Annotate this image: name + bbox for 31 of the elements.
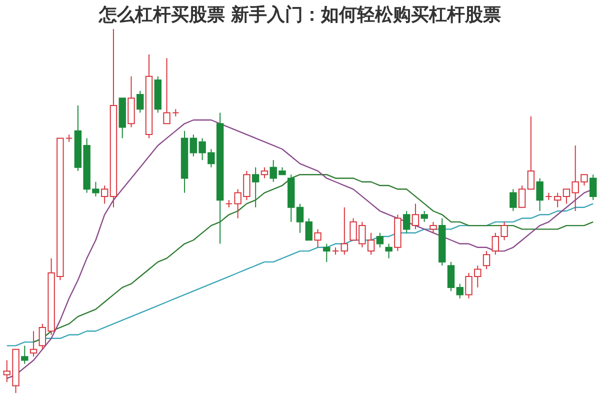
candlestick: [296, 203, 304, 234]
candlestick: [376, 232, 384, 248]
candlestick: [510, 188, 517, 212]
chart-title: 怎么杠杆买股票 新手入门：如何轻松购买杠杆股票: [98, 4, 502, 26]
candlestick: [21, 345, 28, 364]
candlestick: [590, 174, 597, 201]
candlestick: [252, 166, 260, 208]
candlestick: [527, 116, 535, 190]
candlestick: [260, 166, 268, 179]
candlestick: [518, 185, 526, 208]
candlestick: [323, 243, 330, 262]
candlestick: [482, 250, 490, 270]
candlestick: [554, 192, 562, 208]
candlestick: [412, 203, 420, 230]
candlestick: [447, 261, 455, 292]
candlestick: [420, 210, 428, 222]
candlestick: [402, 210, 410, 234]
candlestick: [536, 178, 544, 212]
candlestick: [456, 283, 464, 299]
candlestick: [136, 90, 144, 114]
candlestick: [100, 185, 108, 204]
candlestick: [305, 218, 312, 241]
candlestick: [385, 243, 392, 259]
candlestick: [30, 330, 38, 358]
candlestick: [430, 221, 437, 234]
candlestick: [65, 134, 73, 142]
candlestick: [340, 206, 348, 256]
candlestick: [163, 58, 170, 124]
candlestick: [314, 228, 322, 248]
candlestick: [172, 108, 180, 117]
candlestick: [225, 200, 233, 208]
